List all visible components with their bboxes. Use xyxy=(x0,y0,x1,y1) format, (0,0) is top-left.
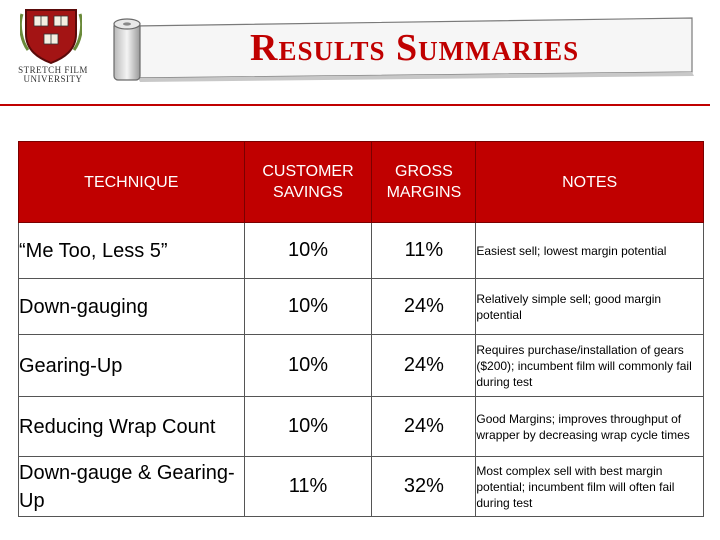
table-row: Reducing Wrap Count 10% 24% Good Margins… xyxy=(18,396,704,457)
page-title: Results Summaries xyxy=(250,27,580,69)
table-row: “Me Too, Less 5” 10% 11% Easiest sell; l… xyxy=(18,222,704,279)
notes-cell: Requires purchase/installation of gears … xyxy=(475,334,704,397)
logo-line-2: University xyxy=(23,74,83,84)
savings-cell: 10% xyxy=(243,278,373,335)
savings-cell: 10% xyxy=(243,396,373,457)
technique-cell: Down-gauge & Gearing-Up xyxy=(18,456,245,517)
table-row: Down-gauging 10% 24% Relatively simple s… xyxy=(18,278,704,335)
logo-line-1: Stretch Film xyxy=(18,65,88,75)
column-header-notes: NOTES xyxy=(475,141,704,223)
technique-cell: “Me Too, Less 5” xyxy=(18,222,245,279)
savings-cell: 11% xyxy=(243,456,373,517)
results-table: TECHNIQUE CUSTOMER SAVINGS GROSS MARGINS… xyxy=(18,141,704,517)
table-header-row: TECHNIQUE CUSTOMER SAVINGS GROSS MARGINS… xyxy=(18,141,704,223)
margins-cell: 32% xyxy=(371,456,477,517)
shield-icon xyxy=(20,9,82,64)
column-header-savings: CUSTOMER SAVINGS xyxy=(243,141,373,223)
notes-cell: Most complex sell with best margin poten… xyxy=(475,456,704,517)
margins-cell: 24% xyxy=(371,278,477,335)
technique-cell: Gearing-Up xyxy=(18,334,245,397)
divider xyxy=(0,104,710,106)
savings-cell: 10% xyxy=(243,222,373,279)
notes-cell: Relatively simple sell; good margin pote… xyxy=(475,278,704,335)
margins-cell: 11% xyxy=(371,222,477,279)
technique-cell: Reducing Wrap Count xyxy=(18,396,245,457)
table-row: Gearing-Up 10% 24% Requires purchase/ins… xyxy=(18,334,704,397)
table-row: Down-gauge & Gearing-Up 11% 32% Most com… xyxy=(18,456,704,517)
column-header-margins: GROSS MARGINS xyxy=(371,141,477,223)
column-header-technique: TECHNIQUE xyxy=(18,141,245,223)
technique-cell: Down-gauging xyxy=(18,278,245,335)
margins-cell: 24% xyxy=(371,334,477,397)
notes-cell: Easiest sell; lowest margin potential xyxy=(475,222,704,279)
savings-cell: 10% xyxy=(243,334,373,397)
scroll-banner xyxy=(113,17,694,82)
margins-cell: 24% xyxy=(371,396,477,457)
notes-cell: Good Margins; improves throughput of wra… xyxy=(475,396,704,457)
university-logo: Stretch Film University xyxy=(8,6,94,96)
